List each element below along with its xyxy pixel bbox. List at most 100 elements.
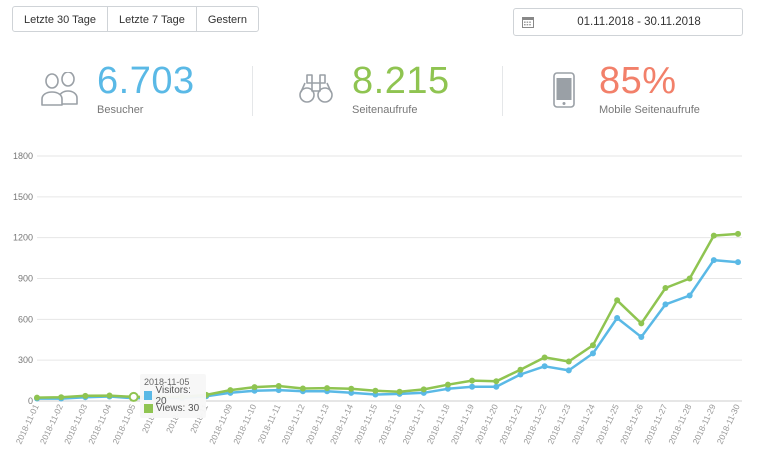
data-point-views[interactable] [299, 385, 306, 392]
x-tick-label: 2018-11-21 [497, 402, 524, 445]
x-tick-label: 2018-11-10 [231, 402, 258, 445]
data-point-views[interactable] [420, 386, 427, 393]
calendar-icon [522, 17, 534, 28]
x-tick-label: 2018-11-19 [449, 402, 476, 445]
data-point-views[interactable] [710, 232, 717, 239]
x-tick-label: 2018-11-03 [62, 402, 89, 445]
visitors-label: Besucher [97, 104, 144, 116]
mobile-label: Mobile Seitenaufrufe [599, 104, 700, 116]
smartphone-icon [553, 72, 575, 108]
data-point-views[interactable] [227, 387, 234, 394]
date-range-text: 01.11.2018 - 30.11.2018 [577, 16, 701, 28]
x-tick-label: 2018-11-29 [690, 402, 717, 445]
x-tick-label: 2018-11-18 [425, 402, 452, 445]
last-30-days-button[interactable]: Letzte 30 Tage [12, 6, 108, 32]
data-point-views[interactable] [493, 378, 500, 385]
x-tick-label: 2018-11-23 [545, 402, 572, 445]
x-tick-label: 2018-11-27 [642, 402, 669, 445]
stat-visitors: 6.703 Besucher [40, 60, 240, 120]
pageviews-label: Seitenaufrufe [352, 104, 418, 116]
data-point-views[interactable] [106, 392, 113, 399]
data-point-visitors[interactable] [517, 371, 524, 378]
data-point-views[interactable] [469, 377, 476, 384]
data-point-views[interactable] [128, 391, 139, 402]
data-point-views[interactable] [565, 358, 572, 365]
data-point-visitors[interactable] [638, 334, 645, 341]
chart-tooltip: 2018-11-05 Visitors: 20 Views: 30 [140, 374, 206, 418]
data-point-views[interactable] [589, 342, 596, 349]
pageviews-value: 8.215 [352, 60, 450, 102]
x-tick-label: 2018-11-02 [38, 402, 65, 445]
data-point-views[interactable] [517, 366, 524, 373]
data-point-views[interactable] [444, 381, 451, 388]
tooltip-views-row: Views: 30 [144, 402, 202, 415]
x-tick-label: 2018-11-15 [352, 402, 379, 445]
stat-divider [502, 66, 503, 116]
mobile-value: 85% [599, 60, 677, 102]
data-point-visitors[interactable] [710, 257, 717, 264]
data-point-views[interactable] [324, 385, 331, 392]
x-tick-label: 2018-11-09 [207, 402, 234, 445]
last-7-days-button[interactable]: Letzte 7 Tage [106, 6, 197, 32]
y-tick-label: 900 [18, 274, 33, 284]
visitors-swatch [144, 391, 153, 400]
data-point-views[interactable] [396, 388, 403, 395]
x-tick-label: 2018-11-05 [110, 402, 137, 445]
data-point-views[interactable] [614, 297, 621, 304]
data-point-views[interactable] [58, 394, 65, 401]
x-tick-label: 2018-11-30 [715, 402, 742, 445]
data-point-visitors[interactable] [735, 259, 741, 266]
tooltip-views: Views: 30 [156, 403, 200, 414]
y-tick-label: 300 [18, 355, 33, 365]
y-tick-label: 0 [28, 396, 33, 406]
tooltip-visitors: Visitors: 20 [155, 384, 191, 407]
users-icon [41, 72, 78, 106]
x-tick-label: 2018-11-17 [400, 402, 427, 445]
data-point-views[interactable] [251, 384, 258, 391]
date-range-picker[interactable]: 01.11.2018 - 30.11.2018 [513, 8, 743, 36]
yesterday-button[interactable]: Gestern [195, 6, 259, 32]
y-tick-label: 1500 [13, 192, 33, 202]
data-point-visitors[interactable] [541, 363, 548, 370]
data-point-visitors[interactable] [565, 367, 572, 374]
data-point-views[interactable] [686, 275, 693, 282]
visitors-value: 6.703 [97, 60, 195, 102]
data-point-visitors[interactable] [469, 383, 476, 390]
x-tick-label: 2018-11-28 [666, 402, 693, 445]
stat-mobile: 85% Mobile Seitenaufrufe [553, 60, 763, 120]
data-point-visitors[interactable] [493, 383, 500, 390]
data-point-views[interactable] [34, 394, 40, 401]
data-point-views[interactable] [275, 383, 282, 390]
data-point-views[interactable] [638, 320, 645, 327]
data-point-visitors[interactable] [662, 301, 669, 308]
y-tick-label: 1800 [13, 151, 33, 161]
x-tick-label: 2018-11-14 [328, 402, 355, 445]
x-tick-label: 2018-11-26 [618, 402, 645, 445]
data-point-visitors[interactable] [589, 350, 596, 357]
x-tick-label: 2018-11-04 [86, 402, 113, 445]
x-tick-label: 2018-11-13 [304, 402, 331, 445]
date-preset-group: Letzte 30 Tage Letzte 7 Tage Gestern [12, 6, 259, 32]
views-swatch [144, 404, 153, 413]
y-tick-label: 1200 [13, 233, 33, 243]
data-point-views[interactable] [735, 230, 741, 237]
y-tick-label: 600 [18, 314, 33, 324]
stat-divider [252, 66, 253, 116]
data-point-views[interactable] [662, 285, 669, 292]
x-tick-label: 2018-11-12 [280, 402, 307, 445]
data-point-views[interactable] [348, 385, 355, 392]
data-point-views[interactable] [541, 354, 548, 361]
tooltip-date: 2018-11-05 [144, 377, 190, 387]
x-tick-label: 2018-11-24 [570, 402, 597, 445]
binoculars-icon [299, 74, 333, 103]
x-tick-label: 2018-11-22 [521, 402, 548, 445]
data-point-visitors[interactable] [686, 292, 693, 299]
x-tick-label: 2018-11-01 [14, 402, 41, 445]
data-point-views[interactable] [372, 387, 379, 394]
tooltip-visitors-row: Visitors: 20 [144, 385, 202, 407]
x-tick-label: 2018-11-20 [473, 402, 500, 445]
x-tick-label: 2018-11-11 [256, 402, 283, 445]
data-point-visitors[interactable] [614, 314, 621, 321]
data-point-views[interactable] [82, 392, 89, 399]
